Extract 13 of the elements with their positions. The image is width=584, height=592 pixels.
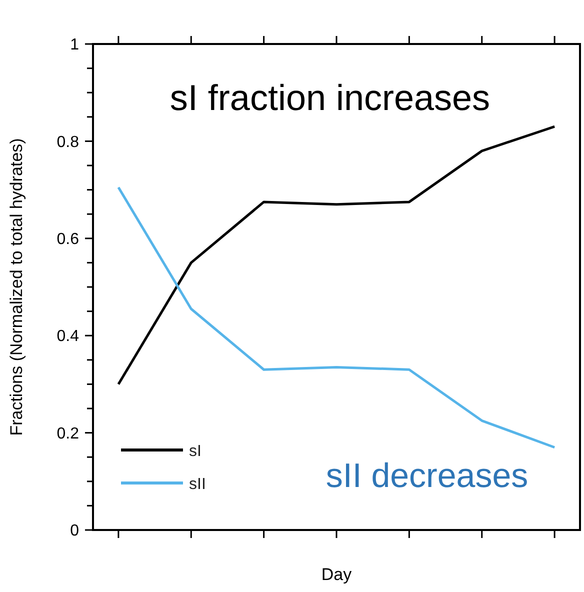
y-tick-label: 0.6 [56, 231, 80, 248]
y-tick-label: 0.8 [56, 134, 80, 151]
legend-label: sI [189, 443, 202, 460]
legend-label: sII [189, 476, 206, 493]
y-tick-label: 0.2 [56, 425, 80, 442]
y-tick-label: 0 [70, 522, 80, 540]
y-tick-label: 1 [70, 36, 80, 54]
annotation: sII decreases [326, 457, 528, 495]
x-axis-title: Day [321, 565, 352, 584]
annotation: sI fraction increases [170, 77, 490, 118]
y-tick-label: 0.4 [56, 328, 80, 346]
line-series [117, 125, 556, 386]
y-axis-title: Fractions (Normalized to total hydrates) [6, 138, 26, 436]
